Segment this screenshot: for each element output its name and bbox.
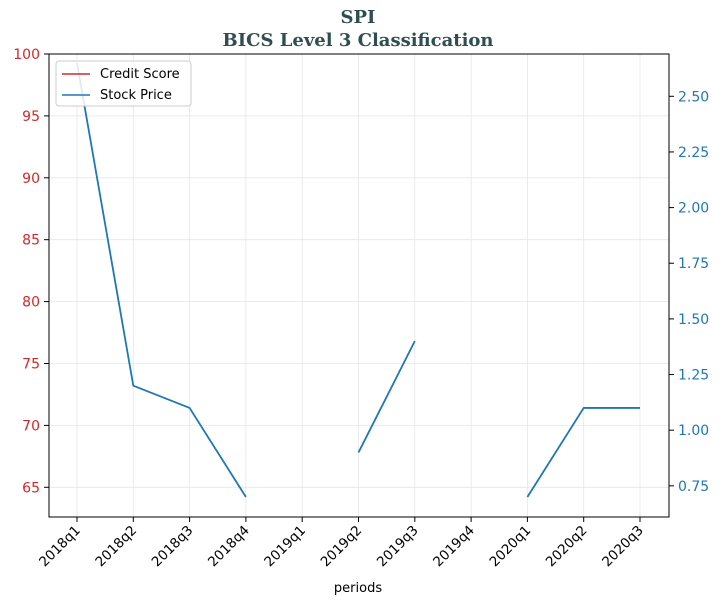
legend-label-credit-score: Credit Score <box>100 67 180 82</box>
y-left-tick-label: 95 <box>22 109 40 125</box>
y-right-tick-label: 1.00 <box>678 423 709 439</box>
x-tick-label: 2019q4 <box>430 523 478 571</box>
legend-label-stock-price: Stock Price <box>100 88 172 103</box>
y-right-tick-label: 1.75 <box>678 256 709 272</box>
y-right-tick-label: 2.50 <box>678 89 709 105</box>
y-left-tick-label: 100 <box>13 47 40 63</box>
x-tick-label: 2018q3 <box>149 523 197 571</box>
x-axis-label: periods <box>334 581 382 596</box>
left-axis: 65 70 75 80 85 90 95 100 <box>13 47 49 496</box>
chart-subtitle: BICS Level 3 Classification <box>222 30 493 51</box>
y-left-tick-label: 70 <box>22 418 40 434</box>
x-tick-label: 2018q4 <box>205 523 253 571</box>
x-tick-label: 2020q1 <box>486 523 534 571</box>
y-left-tick-label: 75 <box>22 356 40 372</box>
y-right-tick-label: 1.50 <box>678 312 709 328</box>
y-right-tick-label: 1.25 <box>678 368 709 384</box>
x-tick-label: 2020q3 <box>599 523 647 571</box>
x-tick-label: 2020q2 <box>543 523 591 571</box>
right-axis: 0.75 1.00 1.25 1.50 1.75 2.00 2.25 2.50 <box>669 89 709 495</box>
x-tick-label: 2018q2 <box>92 523 140 571</box>
grid <box>49 53 669 517</box>
chart-title: SPI <box>341 7 376 28</box>
x-axis: 2018q1 2018q2 2018q3 2018q4 2019q1 2019q2 2019… <box>36 517 647 570</box>
legend: Credit Score Stock Price <box>55 60 192 107</box>
series-line-stock-price <box>76 62 247 498</box>
series-layer <box>76 62 640 498</box>
series-line-stock-price <box>357 340 416 453</box>
x-tick-label: 2019q1 <box>261 523 309 571</box>
y-left-tick-label: 85 <box>22 233 40 249</box>
x-tick-label: 2019q3 <box>374 523 422 571</box>
y-right-tick-label: 2.25 <box>678 145 709 161</box>
y-left-tick-label: 80 <box>22 295 40 311</box>
y-right-tick-label: 0.75 <box>678 479 709 495</box>
y-left-tick-label: 90 <box>22 171 40 187</box>
y-right-tick-label: 2.00 <box>678 201 709 217</box>
x-tick-label: 2018q1 <box>36 523 84 571</box>
x-tick-label: 2019q2 <box>318 523 366 571</box>
series-line-stock-price <box>526 407 640 498</box>
y-left-tick-label: 65 <box>22 480 40 496</box>
plot-frame <box>48 53 670 518</box>
